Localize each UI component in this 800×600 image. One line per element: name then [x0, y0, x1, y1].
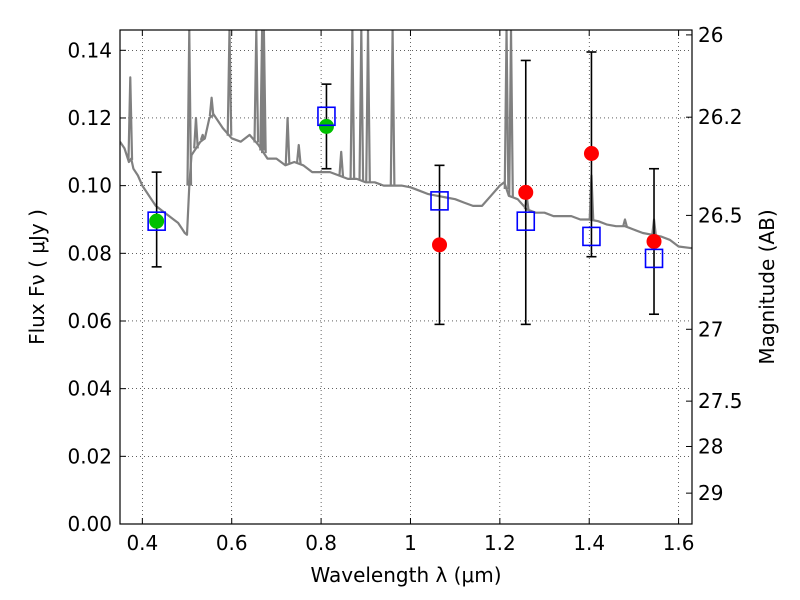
model-point [516, 211, 536, 231]
y-tick-label: 0.08 [67, 241, 112, 265]
y-tick-label: 0.06 [67, 309, 112, 333]
spectrum-line [120, 113, 692, 250]
observed-point [646, 233, 662, 249]
mag-tick-label: 29 [698, 481, 723, 505]
mag-tick-label: 27 [698, 317, 723, 341]
emission-line [226, 30, 233, 136]
emission-line [261, 30, 267, 154]
y-tick-label: 0.02 [67, 444, 112, 468]
y-tick-label: 0.00 [67, 512, 112, 536]
grid [120, 30, 692, 525]
emission-line [349, 30, 356, 179]
model-point [582, 226, 601, 247]
mag-tick-label: 26 [698, 23, 723, 47]
model-point [317, 106, 336, 127]
x-tick-label: 0.6 [216, 531, 248, 555]
model-point [644, 248, 664, 269]
x-tick-label: 0.8 [305, 531, 337, 555]
mag-tick-label: 27.5 [698, 389, 743, 413]
emission-line [186, 30, 193, 186]
axis-ticks: 0.4 0.6 0.8 1 1.2 1.4 1.6 0.00 0.02 0.04 0.06 0.08 0… [67, 23, 742, 555]
x-tick-label: 1.6 [663, 531, 695, 555]
observed-points [149, 118, 662, 253]
mag-tick-label: 26.2 [698, 105, 743, 129]
emission-line [193, 116, 199, 149]
emission-line [358, 30, 365, 181]
observed-point [149, 213, 165, 229]
emission-line [508, 30, 514, 197]
mag-tick-label: 28 [698, 434, 723, 458]
y-tick-label: 0.04 [67, 377, 112, 401]
x-axis-label: Wavelength λ (μm) [310, 563, 501, 587]
emission-line [208, 96, 215, 117]
model-spectrum [120, 30, 692, 250]
model-point [430, 191, 449, 211]
emission-line [389, 30, 396, 186]
emission-line [127, 76, 134, 160]
observed-point [518, 184, 534, 200]
emission-line [622, 218, 628, 227]
model-point [147, 211, 166, 231]
observed-point [432, 237, 448, 253]
x-tick-label: 0.4 [126, 531, 158, 555]
y-axis-label: Flux Fν ( μJy ) [25, 209, 49, 345]
x-tick-label: 1 [404, 531, 417, 555]
x-tick-label: 1.4 [573, 531, 605, 555]
plot-frame [119, 29, 693, 525]
y-tick-label: 0.12 [67, 106, 112, 130]
mag-tick-label: 26.5 [698, 203, 743, 227]
emission-line [199, 133, 206, 141]
emission-line [253, 30, 260, 143]
y-tick-label: 0.14 [67, 38, 112, 62]
x-tick-label: 1.2 [484, 531, 516, 555]
emission-line [284, 116, 291, 165]
emission-line [338, 150, 345, 177]
observed-point [318, 118, 334, 134]
observed-point [583, 146, 599, 161]
emission-line [365, 30, 371, 183]
emission-line [295, 143, 302, 164]
model-points [147, 106, 664, 269]
emission-line [503, 30, 510, 190]
right-axis-label: Magnitude (AB) [755, 209, 779, 364]
y-tick-label: 0.10 [67, 174, 112, 198]
